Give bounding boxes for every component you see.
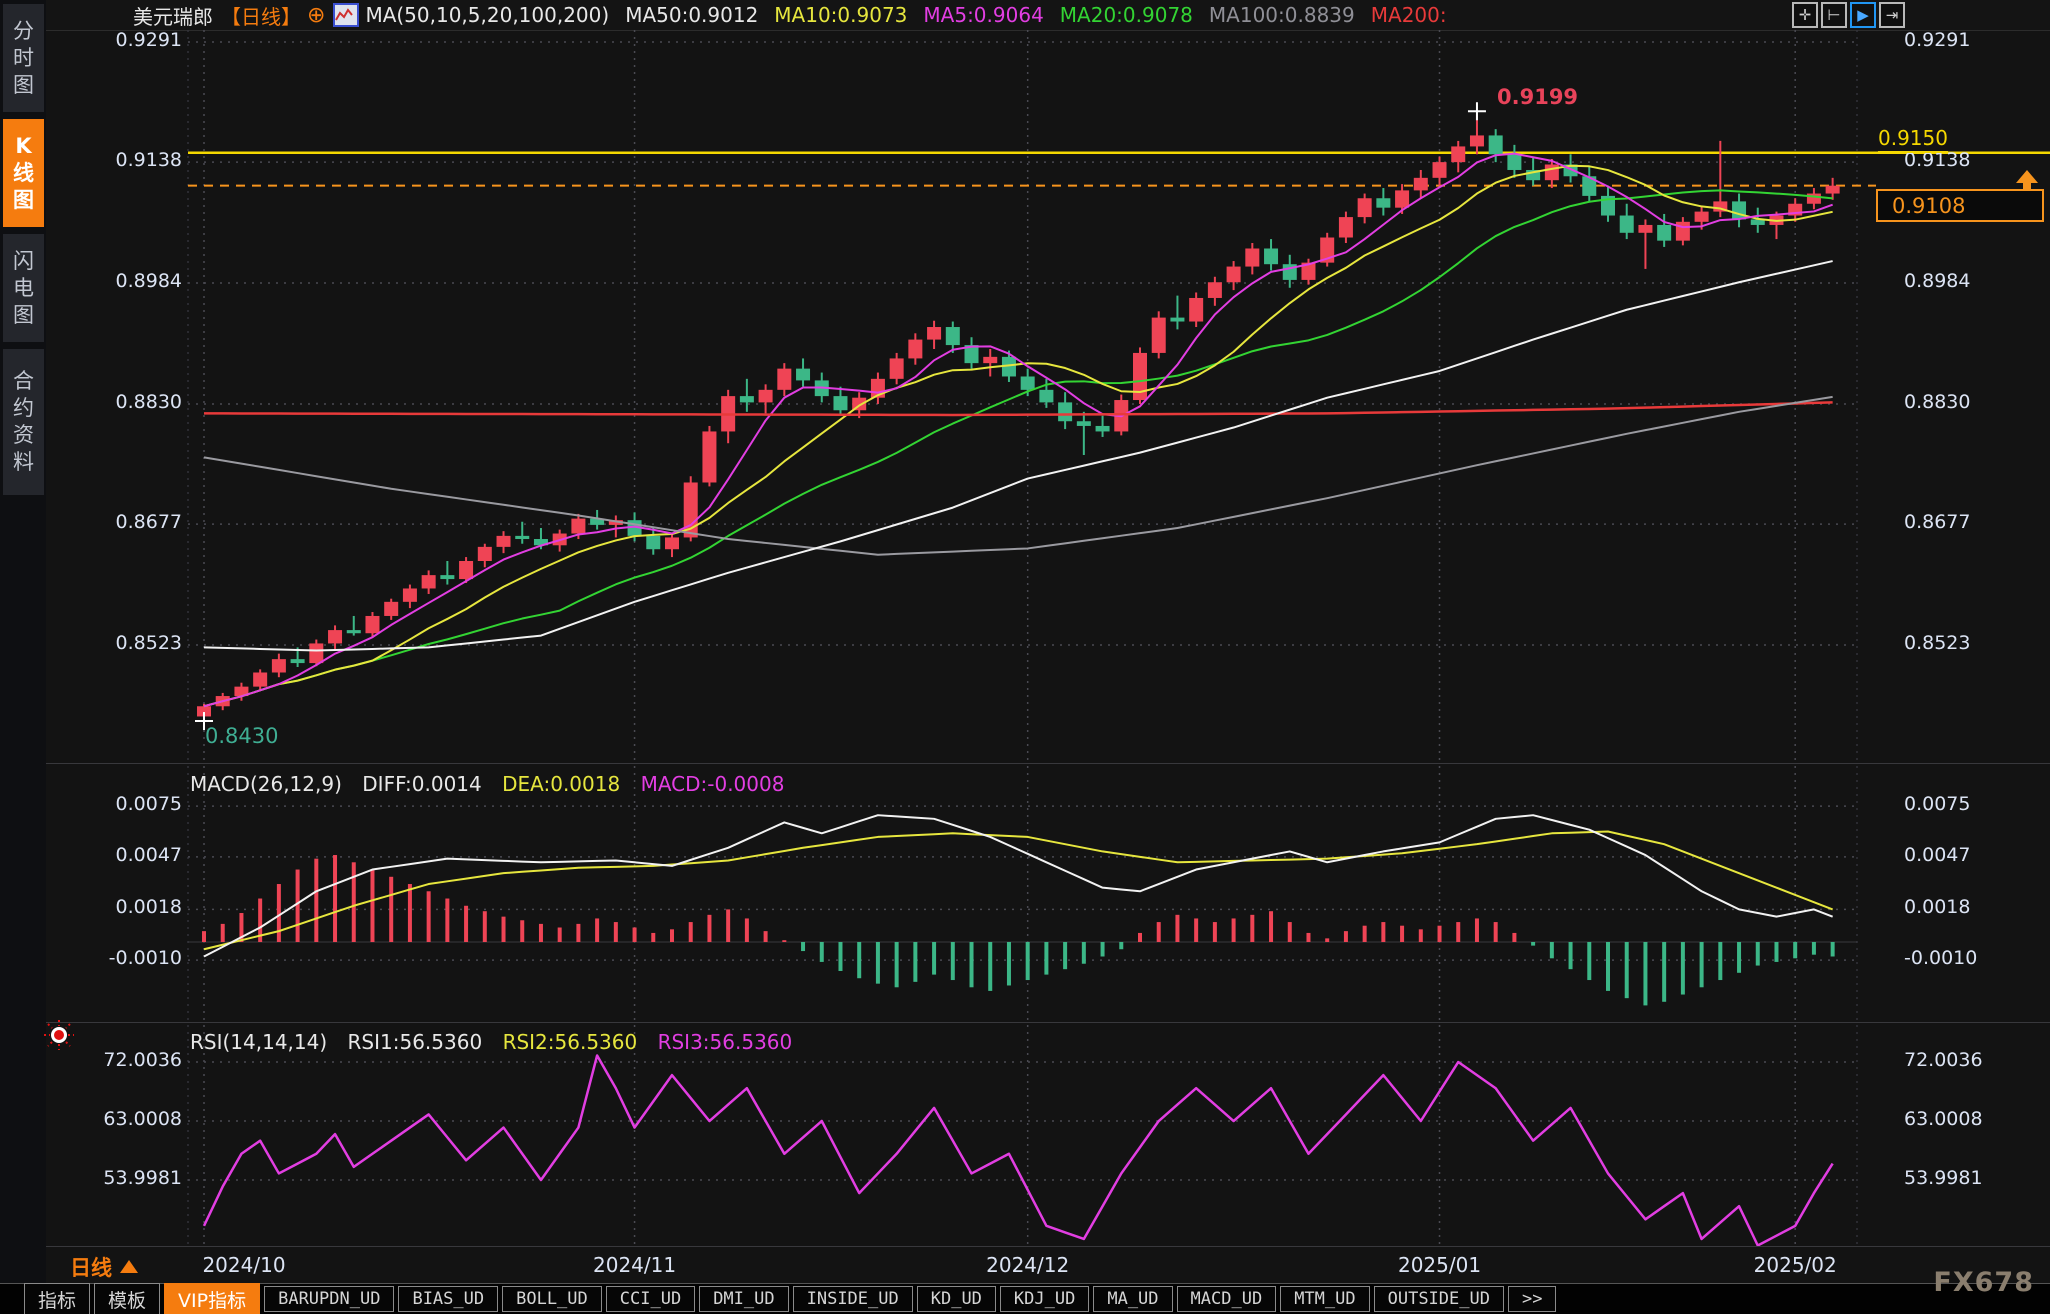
ma-value-1: MA10:0.9073 — [774, 3, 908, 27]
axis-tick-label: 0.8523 — [115, 632, 182, 654]
date-label: 2025/01 — [1397, 1253, 1482, 1277]
axis-tick-label: 0.8830 — [1904, 390, 1971, 413]
indicator-tab-OUTSIDEUD[interactable]: OUTSIDE_UD — [1373, 1286, 1504, 1312]
crosshair-icon[interactable]: ✛ — [1792, 2, 1818, 28]
axis-play-icon[interactable]: ▶ — [1850, 2, 1876, 28]
alert-icon[interactable] — [44, 1020, 74, 1050]
axis-tick-label: 0.8984 — [1904, 270, 1971, 293]
indicator-tab-指标[interactable]: 指标 — [24, 1282, 91, 1314]
add-indicator-icon[interactable]: ⊕ — [307, 2, 326, 28]
pane-separator — [46, 1246, 2050, 1247]
axis-tick-label: 0.8830 — [115, 390, 182, 413]
axis-tick-label: 53.9981 — [1904, 1166, 1983, 1189]
date-label: 2024/12 — [986, 1253, 1070, 1277]
indicator-tab-INSIDEUD[interactable]: INSIDE_UD — [792, 1286, 913, 1312]
axis-tick-label: 0.0047 — [115, 843, 182, 866]
rsi-label-row: RSI(14,14,14) RSI1:56.5360 RSI2:56.5360 … — [190, 1030, 806, 1054]
indicator-tab-MTMUD[interactable]: MTM_UD — [1280, 1286, 1370, 1312]
rsi3-value: RSI3:56.5360 — [657, 1030, 793, 1054]
chart-header: 美元瑞郎 【日线】 ⊕ MA(50,10,5,20,100,200) MA50:… — [46, 0, 2050, 31]
chart-type-icon[interactable] — [333, 3, 360, 27]
chevron-up-icon — [120, 1260, 138, 1273]
indicator-tab-BARUPDNUD[interactable]: BARUPDN_UD — [264, 1286, 395, 1312]
macd-diff-value: DIFF:0.0014 — [362, 772, 482, 796]
axis-tick-label: 0.8677 — [115, 511, 182, 534]
pane-separator[interactable] — [46, 1022, 2050, 1023]
axis-tick-label: -0.0010 — [108, 947, 182, 970]
axis-tick-label: 0.0047 — [1904, 843, 1971, 866]
pane-separator[interactable] — [46, 763, 2050, 764]
rsi-name: RSI(14,14,14) — [190, 1030, 328, 1054]
indicator-tab-KDUD[interactable]: KD_UD — [916, 1286, 996, 1312]
ma-values: MA50:0.9012 MA10:0.9073 MA5:0.9064 MA20:0.9… — [609, 3, 1446, 27]
ma-settings-label: MA(50,10,5,20,100,200) — [365, 3, 610, 27]
date-axis: 日线 2024/10 2024/11 2024/12 2025/01 2025/02 — [46, 1247, 2050, 1283]
macd-name: MACD(26,12,9) — [190, 772, 342, 796]
sidebar-tab-2[interactable]: 闪电图 — [3, 234, 44, 342]
watermark: FX678 — [1933, 1267, 2034, 1298]
axis-tick-label: 0.8677 — [1904, 511, 1971, 534]
axis-tick-label: 0.0018 — [115, 896, 182, 919]
axis-tick-label: 53.9981 — [103, 1166, 182, 1189]
ma-value-2: MA5:0.9064 — [923, 3, 1044, 27]
chart-toolbar: ✛ ⊢ ▶ ⇥ — [1792, 2, 1908, 28]
symbol-title: 美元瑞郎 — [133, 4, 213, 29]
indicator-tab-BOLLUD[interactable]: BOLL_UD — [502, 1286, 602, 1312]
low-price-label: 0.8430 — [205, 724, 279, 748]
axis-tick-label: 72.0036 — [1904, 1049, 1983, 1071]
indicator-tab-[interactable]: >> — [1507, 1286, 1557, 1312]
indicator-tab-BIASUD[interactable]: BIAS_UD — [398, 1286, 499, 1312]
axis-tick-label: 63.0008 — [1904, 1107, 1983, 1130]
price-up-arrow-stem — [2023, 182, 2031, 189]
sidebar-tab-3[interactable]: 合约资料 — [3, 349, 44, 495]
period-tag: 【日线】 — [221, 4, 301, 29]
price-up-arrow-icon — [2016, 170, 2038, 183]
macd-label-row: MACD(26,12,9) DIFF:0.0014 DEA:0.0018 MAC… — [190, 772, 798, 796]
indicator-tab-模板[interactable]: 模板 — [94, 1282, 161, 1314]
axis-tick-label: 0.9138 — [115, 149, 182, 172]
axis-tick-label: -0.0010 — [1904, 947, 1978, 970]
indicator-tab-MAUD[interactable]: MA_UD — [1093, 1286, 1173, 1312]
axis-tick-label: 0.9291 — [115, 29, 182, 51]
axis-tick-label: 0.9291 — [1904, 29, 1971, 51]
axis-tick-label: 0.9138 — [1904, 149, 1971, 172]
indicator-tab-VIP指标[interactable]: VIP指标 — [164, 1282, 261, 1314]
indicator-tab-CCIUD[interactable]: CCI_UD — [605, 1286, 696, 1312]
ma-value-5: MA200: — [1370, 3, 1447, 27]
ma-value-3: MA20:0.9078 — [1059, 3, 1193, 27]
macd-bar-value: MACD:-0.0008 — [640, 772, 785, 796]
rsi-pane[interactable] — [0, 1025, 2050, 1247]
indicator-tab-KDJUD[interactable]: KDJ_UD — [999, 1286, 1090, 1312]
axis-tick-label: 0.0018 — [1904, 896, 1971, 919]
axis-scale-icon[interactable]: ⊢ — [1821, 2, 1847, 28]
rsi1-value: RSI1:56.5360 — [347, 1030, 483, 1054]
macd-pane[interactable] — [0, 766, 2050, 1022]
period-selector[interactable]: 日线 — [70, 1252, 138, 1282]
date-label: 2024/11 — [593, 1253, 677, 1277]
date-label: 2025/02 — [1753, 1253, 1837, 1277]
axis-shift-icon[interactable]: ⇥ — [1879, 2, 1905, 28]
ma-value-4: MA100:0.8839 — [1208, 3, 1355, 27]
axis-tick-label: 0.8523 — [1904, 632, 1971, 654]
price-pane[interactable] — [0, 30, 2050, 763]
ma-value-0: MA50:0.9012 — [625, 3, 759, 27]
axis-tick-label: 63.0008 — [103, 1107, 182, 1130]
macd-dea-value: DEA:0.0018 — [502, 772, 621, 796]
date-label: 2024/10 — [202, 1253, 286, 1277]
axis-tick-label: 0.8984 — [115, 270, 182, 293]
axis-tick-label: 72.0036 — [103, 1049, 182, 1071]
resistance-price-label[interactable]: 0.9150 — [1878, 126, 1948, 153]
indicator-tab-DMIUD[interactable]: DMI_UD — [699, 1286, 789, 1312]
rsi2-value: RSI2:56.5360 — [502, 1030, 638, 1054]
current-price-label: 0.9108 — [1876, 189, 2044, 222]
indicator-tabbar: 指标 模板 VIP指标 BARUPDN_UD BIAS_UD BOLL_UD CCI_UD D… — [0, 1282, 2050, 1314]
indicator-tab-MACDUD[interactable]: MACD_UD — [1176, 1286, 1277, 1312]
sidebar-tab-0[interactable]: 分时图 — [3, 4, 44, 112]
high-price-label: 0.9199 — [1497, 85, 1579, 109]
axis-tick-label: 0.0075 — [1904, 793, 1971, 816]
axis-tick-label: 0.0075 — [115, 793, 182, 816]
